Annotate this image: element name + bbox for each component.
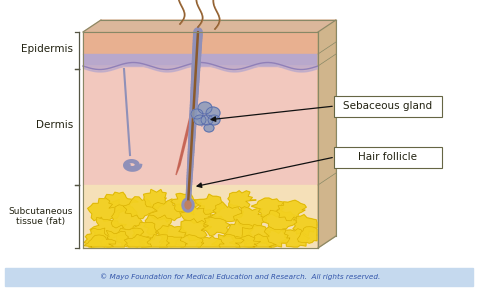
Polygon shape bbox=[202, 216, 230, 236]
Ellipse shape bbox=[206, 107, 220, 119]
Polygon shape bbox=[293, 214, 317, 236]
Polygon shape bbox=[84, 235, 116, 247]
Polygon shape bbox=[111, 205, 142, 230]
Polygon shape bbox=[279, 229, 310, 247]
Text: © Mayo Foundation for Medical Education and Research.  All rights reserved.: © Mayo Foundation for Medical Education … bbox=[100, 274, 380, 280]
Polygon shape bbox=[318, 20, 336, 248]
Polygon shape bbox=[105, 192, 138, 212]
Polygon shape bbox=[90, 217, 126, 238]
Text: Dermis: Dermis bbox=[36, 121, 73, 130]
Polygon shape bbox=[171, 193, 201, 215]
Ellipse shape bbox=[204, 124, 214, 132]
Polygon shape bbox=[100, 230, 132, 247]
Polygon shape bbox=[124, 234, 152, 247]
Ellipse shape bbox=[191, 109, 203, 119]
Polygon shape bbox=[116, 228, 145, 247]
Polygon shape bbox=[262, 209, 298, 233]
Polygon shape bbox=[123, 197, 158, 219]
Polygon shape bbox=[196, 236, 224, 247]
Polygon shape bbox=[180, 204, 213, 227]
Polygon shape bbox=[260, 227, 290, 247]
Polygon shape bbox=[194, 194, 225, 214]
Polygon shape bbox=[229, 235, 261, 247]
Polygon shape bbox=[185, 201, 191, 209]
Polygon shape bbox=[210, 202, 244, 221]
Polygon shape bbox=[252, 198, 284, 217]
Bar bbox=[5, 268, 473, 286]
Ellipse shape bbox=[194, 115, 206, 125]
FancyBboxPatch shape bbox=[334, 146, 442, 167]
Text: Sebaceous gland: Sebaceous gland bbox=[343, 101, 432, 111]
Polygon shape bbox=[157, 225, 189, 247]
Polygon shape bbox=[159, 236, 188, 247]
Polygon shape bbox=[276, 200, 306, 221]
Polygon shape bbox=[83, 20, 336, 32]
Polygon shape bbox=[182, 198, 194, 212]
Polygon shape bbox=[84, 228, 111, 247]
Polygon shape bbox=[88, 199, 127, 221]
FancyBboxPatch shape bbox=[334, 95, 442, 116]
Ellipse shape bbox=[198, 102, 212, 114]
Ellipse shape bbox=[208, 115, 220, 125]
Polygon shape bbox=[148, 199, 185, 222]
Polygon shape bbox=[139, 235, 169, 247]
Polygon shape bbox=[176, 100, 196, 175]
Polygon shape bbox=[223, 219, 253, 243]
Polygon shape bbox=[132, 222, 157, 244]
Polygon shape bbox=[244, 234, 276, 247]
Polygon shape bbox=[179, 219, 212, 241]
Polygon shape bbox=[144, 189, 167, 208]
Text: Epidermis: Epidermis bbox=[21, 44, 73, 54]
Polygon shape bbox=[234, 207, 267, 227]
Text: Subcutaneous
tissue (fat): Subcutaneous tissue (fat) bbox=[9, 207, 73, 226]
Ellipse shape bbox=[201, 115, 213, 125]
Polygon shape bbox=[242, 224, 270, 245]
Polygon shape bbox=[228, 191, 256, 208]
Polygon shape bbox=[212, 234, 244, 247]
Polygon shape bbox=[176, 235, 204, 247]
Polygon shape bbox=[298, 227, 317, 243]
Text: Hair follicle: Hair follicle bbox=[358, 152, 417, 162]
Polygon shape bbox=[144, 215, 171, 236]
